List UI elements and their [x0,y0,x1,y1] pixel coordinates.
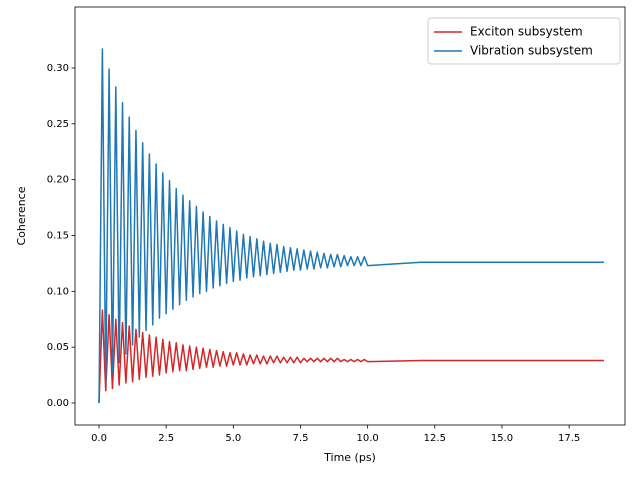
legend-label: Vibration subsystem [470,44,593,58]
x-tick-label: 0.0 [91,433,107,444]
x-tick-label: 10.0 [357,433,379,444]
legend-box [427,17,621,65]
y-tick-label: 0.00 [47,398,69,409]
y-tick-label: 0.20 [47,175,69,186]
x-tick-label: 5.0 [225,433,241,444]
x-tick-label: 15.0 [491,433,513,444]
legend-label: Exciton subsystem [470,25,583,39]
y-tick-label: 0.05 [47,342,69,353]
y-tick-label: 0.10 [47,286,69,297]
x-tick-label: 17.5 [558,433,580,444]
x-tick-label: 7.5 [293,433,309,444]
y-tick-label: 0.15 [47,230,69,241]
series-line [98,48,605,404]
y-tick-label: 0.25 [47,119,69,130]
series-line [98,309,605,404]
y-axis-label: Coherence [15,186,28,245]
x-tick-label: 2.5 [158,433,174,444]
y-tick-label: 0.30 [47,63,69,74]
x-tick-label: 12.5 [424,433,446,444]
x-axis-label: Time (ps) [323,451,376,464]
plot-frame [74,6,626,426]
